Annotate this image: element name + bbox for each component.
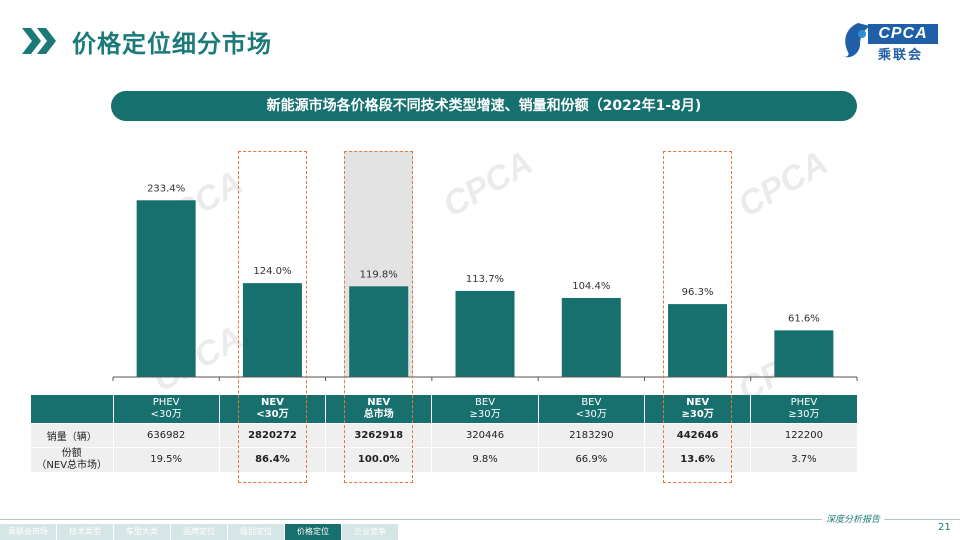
column-header: NEV 总市场 bbox=[325, 395, 433, 424]
data-label: 124.0% bbox=[253, 266, 291, 277]
section-nav: 乘联会市场 技术类型 车型大类 品牌定位 级别定位 价格定位 企业竞争 bbox=[0, 524, 399, 540]
column-header: BEV <30万 bbox=[538, 395, 645, 424]
growth-bar-chart: 233.4% 124.0% 119.8% 113.7% 104.4% 96.3% 61.6% bbox=[112, 151, 858, 381]
logo-swirl-icon bbox=[842, 23, 870, 58]
table-cell: 19.5% bbox=[113, 447, 220, 473]
footer-divider bbox=[0, 519, 960, 520]
bar bbox=[668, 304, 728, 377]
nav-item[interactable]: 级别定位 bbox=[228, 524, 284, 540]
data-label: 119.8% bbox=[360, 269, 398, 280]
data-table: PHEV <30万 NEV <30万 NEV 总市场 BEV ≥30万 BEV <30万 … bbox=[31, 395, 858, 473]
logo-subtext: 乘联会 bbox=[878, 48, 924, 63]
table-cell: 13.6% bbox=[644, 447, 752, 473]
bar bbox=[136, 200, 196, 377]
column-header: BEV ≥30万 bbox=[431, 395, 539, 424]
column-header: NEV ≥30万 bbox=[644, 395, 752, 424]
nav-item[interactable]: 车型大类 bbox=[114, 524, 170, 540]
table-cell: 66.9% bbox=[538, 447, 645, 473]
highlight-box bbox=[344, 151, 413, 483]
row-label-share: 份额 （NEV总市场） bbox=[31, 447, 114, 473]
row-label-sales: 销量（辆） bbox=[31, 423, 114, 448]
nav-item[interactable]: 企业竞争 bbox=[342, 524, 398, 540]
table-cell: 2820272 bbox=[219, 423, 327, 448]
bar bbox=[242, 283, 302, 377]
data-label: 233.4% bbox=[147, 183, 185, 194]
cpca-logo: CPCA 乘联会 bbox=[834, 18, 940, 63]
bar bbox=[455, 290, 515, 377]
table-cell: 3262918 bbox=[325, 423, 433, 448]
nav-item-active[interactable]: 价格定位 bbox=[285, 524, 341, 540]
table-cell: 2183290 bbox=[538, 423, 645, 448]
table-cell: 100.0% bbox=[325, 447, 433, 473]
nav-item[interactable]: 乘联会市场 bbox=[0, 524, 56, 540]
table-corner bbox=[31, 395, 114, 424]
page-number: 21 bbox=[938, 522, 951, 533]
table-cell: 442646 bbox=[644, 423, 752, 448]
table-cell: 9.8% bbox=[431, 447, 539, 473]
highlight-box bbox=[238, 151, 307, 483]
double-chevron-icon bbox=[22, 28, 56, 54]
data-label: 104.4% bbox=[572, 281, 610, 292]
table-cell: 122200 bbox=[750, 423, 858, 448]
table-cell: 636982 bbox=[113, 423, 220, 448]
bar bbox=[561, 297, 621, 377]
chart-banner-title: 新能源市场各价格段不同技术类型增速、销量和份额（2022年1-8月) bbox=[111, 91, 857, 121]
table-cell: 320446 bbox=[431, 423, 539, 448]
page-title: 价格定位细分市场 bbox=[72, 30, 272, 58]
data-label: 96.3% bbox=[682, 287, 714, 298]
highlight-box bbox=[663, 151, 732, 483]
bar bbox=[774, 330, 834, 377]
data-label: 113.7% bbox=[466, 274, 504, 285]
nav-item[interactable]: 技术类型 bbox=[57, 524, 113, 540]
footer-slogan: 深度分析报告 bbox=[822, 512, 885, 525]
nav-item[interactable]: 品牌定位 bbox=[171, 524, 227, 540]
column-header: PHEV <30万 bbox=[113, 395, 220, 424]
table-cell: 3.7% bbox=[750, 447, 858, 473]
table-row-share: 份额 （NEV总市场） 19.5% 86.4% 100.0% 9.8% 66.9%… bbox=[31, 447, 858, 473]
data-label: 61.6% bbox=[788, 313, 820, 324]
column-header: PHEV ≥30万 bbox=[750, 395, 858, 424]
table-header-row: PHEV <30万 NEV <30万 NEV 总市场 BEV ≥30万 BEV <30万 … bbox=[31, 395, 858, 424]
logo-text: CPCA bbox=[868, 24, 938, 44]
column-header: NEV <30万 bbox=[219, 395, 327, 424]
table-cell: 86.4% bbox=[219, 447, 327, 473]
table-row-sales: 销量（辆） 636982 2820272 3262918 320446 2183… bbox=[31, 423, 858, 448]
bar bbox=[349, 286, 409, 377]
